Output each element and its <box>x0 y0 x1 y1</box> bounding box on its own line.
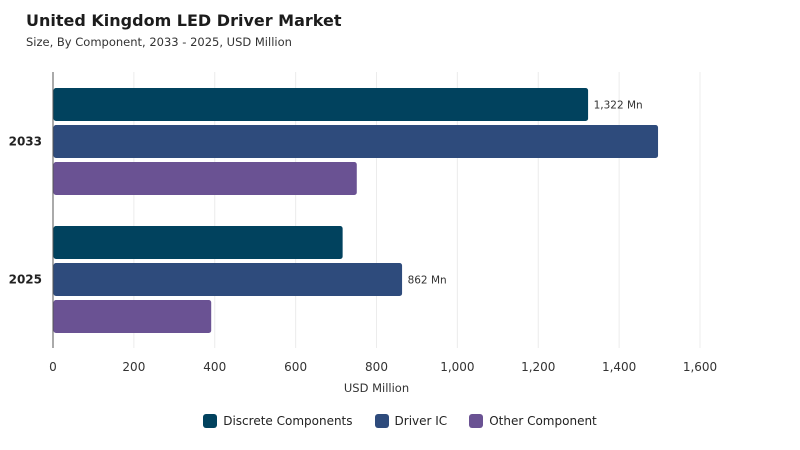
x-axis-title: USD Million <box>344 381 409 395</box>
data-label: 862 Mn <box>408 275 447 287</box>
bar <box>53 88 589 121</box>
x-tick-label: 400 <box>203 360 226 374</box>
y-category-label: 2033 <box>9 135 42 149</box>
x-tick-label: 1,200 <box>521 360 555 374</box>
chart-title: United Kingdom LED Driver Market <box>26 11 342 30</box>
legend-label: Discrete Components <box>223 414 353 428</box>
legend-item-other-component[interactable]: Other Component <box>469 414 597 428</box>
chart-subtitle: Size, By Component, 2033 - 2025, USD Mil… <box>26 35 292 49</box>
x-tick-label: 1,600 <box>683 360 717 374</box>
x-tick-label: 1,000 <box>440 360 474 374</box>
x-tick-label: 800 <box>365 360 388 374</box>
y-category-label: 2025 <box>9 273 42 287</box>
bar <box>53 226 343 259</box>
legend-item-discrete-components[interactable]: Discrete Components <box>203 414 353 428</box>
legend-swatch <box>374 414 389 428</box>
data-label: 1,322 Mn <box>594 100 643 112</box>
x-tick-label: 600 <box>284 360 307 374</box>
x-tick-label: 200 <box>122 360 145 374</box>
bar <box>53 300 212 333</box>
x-tick-label: 0 <box>49 360 57 374</box>
bar <box>53 263 403 296</box>
legend-label: Other Component <box>489 414 597 428</box>
legend: Discrete Components Driver IC Other Comp… <box>0 414 800 428</box>
bar <box>53 162 357 195</box>
bar <box>53 125 659 158</box>
legend-label: Driver IC <box>394 414 448 428</box>
x-tick-label: 1,400 <box>602 360 636 374</box>
legend-swatch <box>469 414 484 428</box>
legend-swatch <box>203 414 218 428</box>
legend-item-driver-ic[interactable]: Driver IC <box>374 414 448 428</box>
